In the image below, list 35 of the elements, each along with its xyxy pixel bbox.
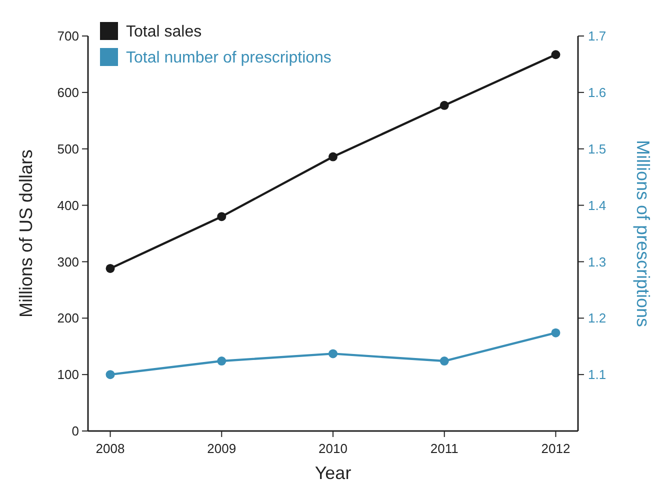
point [328,349,338,358]
y-tick-label: 0 [72,424,79,439]
point [106,370,115,380]
y-tick-label: 300 [57,254,79,270]
y-tick-label: 600 [57,84,79,100]
x-tick-label: 2011 [430,441,458,456]
y2-tick-label: 1.3 [588,254,606,270]
y2-tick-label: 1.7 [588,28,606,44]
y-tick-label: 100 [57,367,79,382]
y2-axis-title: Millions of prescriptions [633,140,653,328]
point [440,356,449,366]
y2-tick-label: 1.4 [588,198,606,213]
point [217,356,226,366]
x-axis-title: Year [314,463,352,483]
y-tick-label: 400 [57,198,79,213]
point [217,212,226,222]
y2-tick-label: 1.2 [588,310,606,326]
legend-label: Total number of prescriptions [126,50,332,67]
x-tick-label: 2009 [207,441,236,456]
x-tick-label: 2012 [541,441,570,456]
y2-tick-label: 1.6 [588,84,606,100]
x-tick-label: 2010 [318,441,348,456]
y-tick-label: 700 [57,28,79,44]
x-tick-label: 2008 [96,441,125,456]
legend-label: Total sales [126,24,202,41]
y2-tick-label: 1.5 [588,141,606,156]
point [106,264,115,273]
y-tick-label: 500 [57,141,79,156]
point [551,328,560,338]
point [328,152,338,162]
y-tick-label: 200 [57,310,79,326]
y2-tick-label: 1.1 [588,367,606,382]
y-axis-title: Millions of US dollars [16,149,36,318]
point [551,50,560,60]
point [440,100,449,110]
